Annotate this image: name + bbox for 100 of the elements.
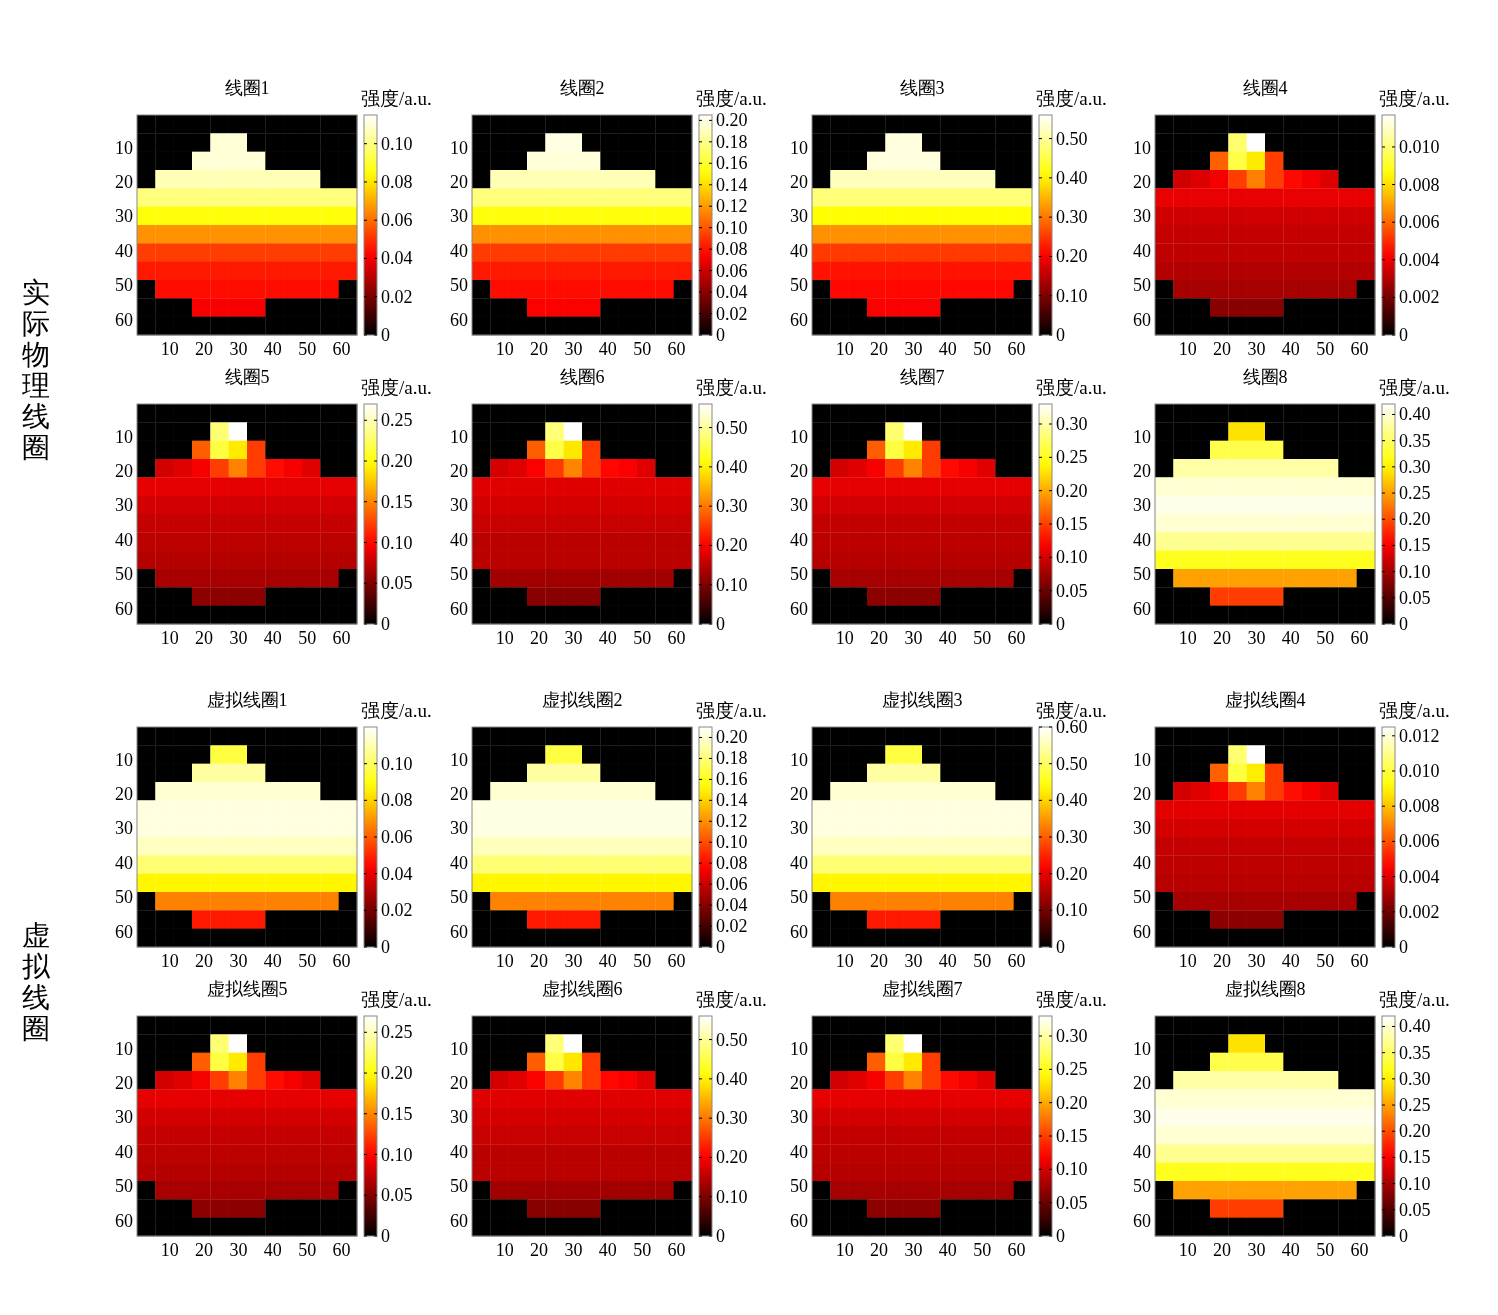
color-bar-title: 强度/a.u. [1036,377,1107,398]
color-bar-label: 0.02 [381,900,413,921]
x-tick-label: 40 [598,1240,617,1260]
y-tick-label: 10 [790,749,808,770]
y-tick-label: 10 [790,1038,808,1059]
y-tick-label: 10 [450,426,468,447]
color-bar-label: 0.15 [1056,1126,1088,1146]
y-tick-label: 30 [115,206,133,227]
y-tick-label: 10 [450,1038,468,1059]
color-bar-label: 0.10 [716,574,748,595]
color-bar-label: 0.20 [716,727,748,748]
color-bar-title: 强度/a.u. [1036,700,1107,721]
y-tick-label: 10 [115,1038,133,1059]
color-bar-label: 0.08 [381,790,413,811]
y-tick-label: 40 [115,529,133,550]
x-tick-label: 10 [835,1240,854,1260]
y-tick-label: 60 [115,598,133,619]
color-bar-label: 0.40 [1399,404,1431,425]
color-bar-label: 0.20 [1399,509,1431,530]
y-tick-label: 50 [1133,887,1151,908]
color-bar-label: 0.004 [1399,249,1440,270]
x-tick-label: 40 [598,339,617,359]
x-tick-label: 50 [973,628,992,648]
color-bar-label: 0.20 [1056,246,1088,267]
color-bar-label: 0.10 [1399,1173,1431,1194]
y-tick-label: 20 [115,172,133,193]
y-tick-label: 20 [1133,172,1151,193]
color-bar-label: 0.25 [1399,1095,1431,1116]
x-tick-label: 60 [1350,339,1369,359]
color-bar-label: 0.10 [1056,1159,1088,1180]
x-tick-label: 50 [633,1240,652,1260]
color-bar-label: 0 [716,325,725,345]
x-tick-label: 50 [298,339,317,359]
x-tick-label: 20 [530,1240,549,1260]
x-tick-label: 30 [229,339,248,359]
y-tick-label: 60 [115,309,133,330]
y-tick-label: 60 [790,1210,808,1231]
y-tick-label: 10 [1133,749,1151,770]
x-tick-label: 10 [835,339,854,359]
y-tick-label: 60 [1133,309,1151,330]
color-bar-label: 0.04 [381,863,413,884]
color-bar-label: 0.15 [381,1103,413,1124]
color-bar-label: 0 [381,1226,390,1246]
y-tick-label: 20 [1133,461,1151,482]
color-bar-label: 0.30 [1399,1068,1431,1089]
y-tick-label: 60 [790,598,808,619]
y-tick-label: 20 [115,461,133,482]
x-tick-label: 40 [1281,1240,1300,1260]
color-bar-label: 0.06 [381,210,413,231]
color-bar-label: 0.25 [381,410,413,431]
x-tick-label: 20 [870,1240,889,1260]
x-tick-label: 60 [1007,628,1026,648]
y-tick-label: 40 [1133,852,1151,873]
color-bar-label: 0.20 [381,451,413,472]
x-tick-label: 10 [495,339,514,359]
x-tick-label: 50 [633,951,652,971]
x-tick-label: 50 [298,1240,317,1260]
chart-title: 虚拟线圈1 [206,690,288,710]
y-tick-label: 10 [1133,1038,1151,1059]
y-tick-label: 30 [450,818,468,839]
color-bar-label: 0.002 [1399,287,1440,308]
color-bar-label: 0.50 [1056,753,1088,774]
color-bar-label: 0.20 [1056,480,1088,501]
x-tick-label: 40 [938,339,957,359]
y-tick-label: 20 [115,1073,133,1094]
color-bar-title: 强度/a.u. [1379,377,1450,398]
color-bar-label: 0.10 [381,753,413,774]
chart-title: 线圈4 [1242,78,1288,98]
x-tick-label: 60 [1350,951,1369,971]
y-tick-label: 60 [450,309,468,330]
y-tick-label: 10 [115,426,133,447]
color-bar-label: 0.06 [716,260,748,281]
y-tick-label: 50 [450,564,468,585]
x-tick-label: 60 [332,628,351,648]
y-tick-label: 40 [450,1141,468,1162]
chart-title: 线圈3 [899,78,945,98]
x-tick-label: 10 [1178,339,1197,359]
x-tick-label: 20 [870,628,889,648]
color-bar-label: 0 [1399,1226,1408,1246]
x-tick-label: 30 [564,628,583,648]
y-tick-label: 30 [790,206,808,227]
y-tick-label: 50 [1133,564,1151,585]
color-bar-label: 0.16 [716,153,748,174]
x-tick-label: 40 [1281,951,1300,971]
chart-title: 线圈2 [559,78,605,98]
x-tick-label: 20 [195,951,214,971]
color-bar-label: 0.10 [1056,285,1088,306]
x-tick-label: 10 [495,1240,514,1260]
color-bar-label: 0.30 [1056,1026,1088,1046]
color-bar-label: 0.30 [1399,456,1431,477]
color-bar-label: 0.002 [1399,901,1440,922]
y-tick-label: 30 [115,495,133,516]
x-tick-label: 10 [1178,1240,1197,1260]
x-tick-label: 40 [263,951,282,971]
color-bar-label: 0.25 [1399,483,1431,504]
x-tick-label: 30 [229,951,248,971]
y-tick-label: 40 [115,1141,133,1162]
x-tick-label: 50 [1316,339,1335,359]
x-tick-label: 40 [263,1240,282,1260]
color-bar-label: 0.05 [1056,580,1088,601]
